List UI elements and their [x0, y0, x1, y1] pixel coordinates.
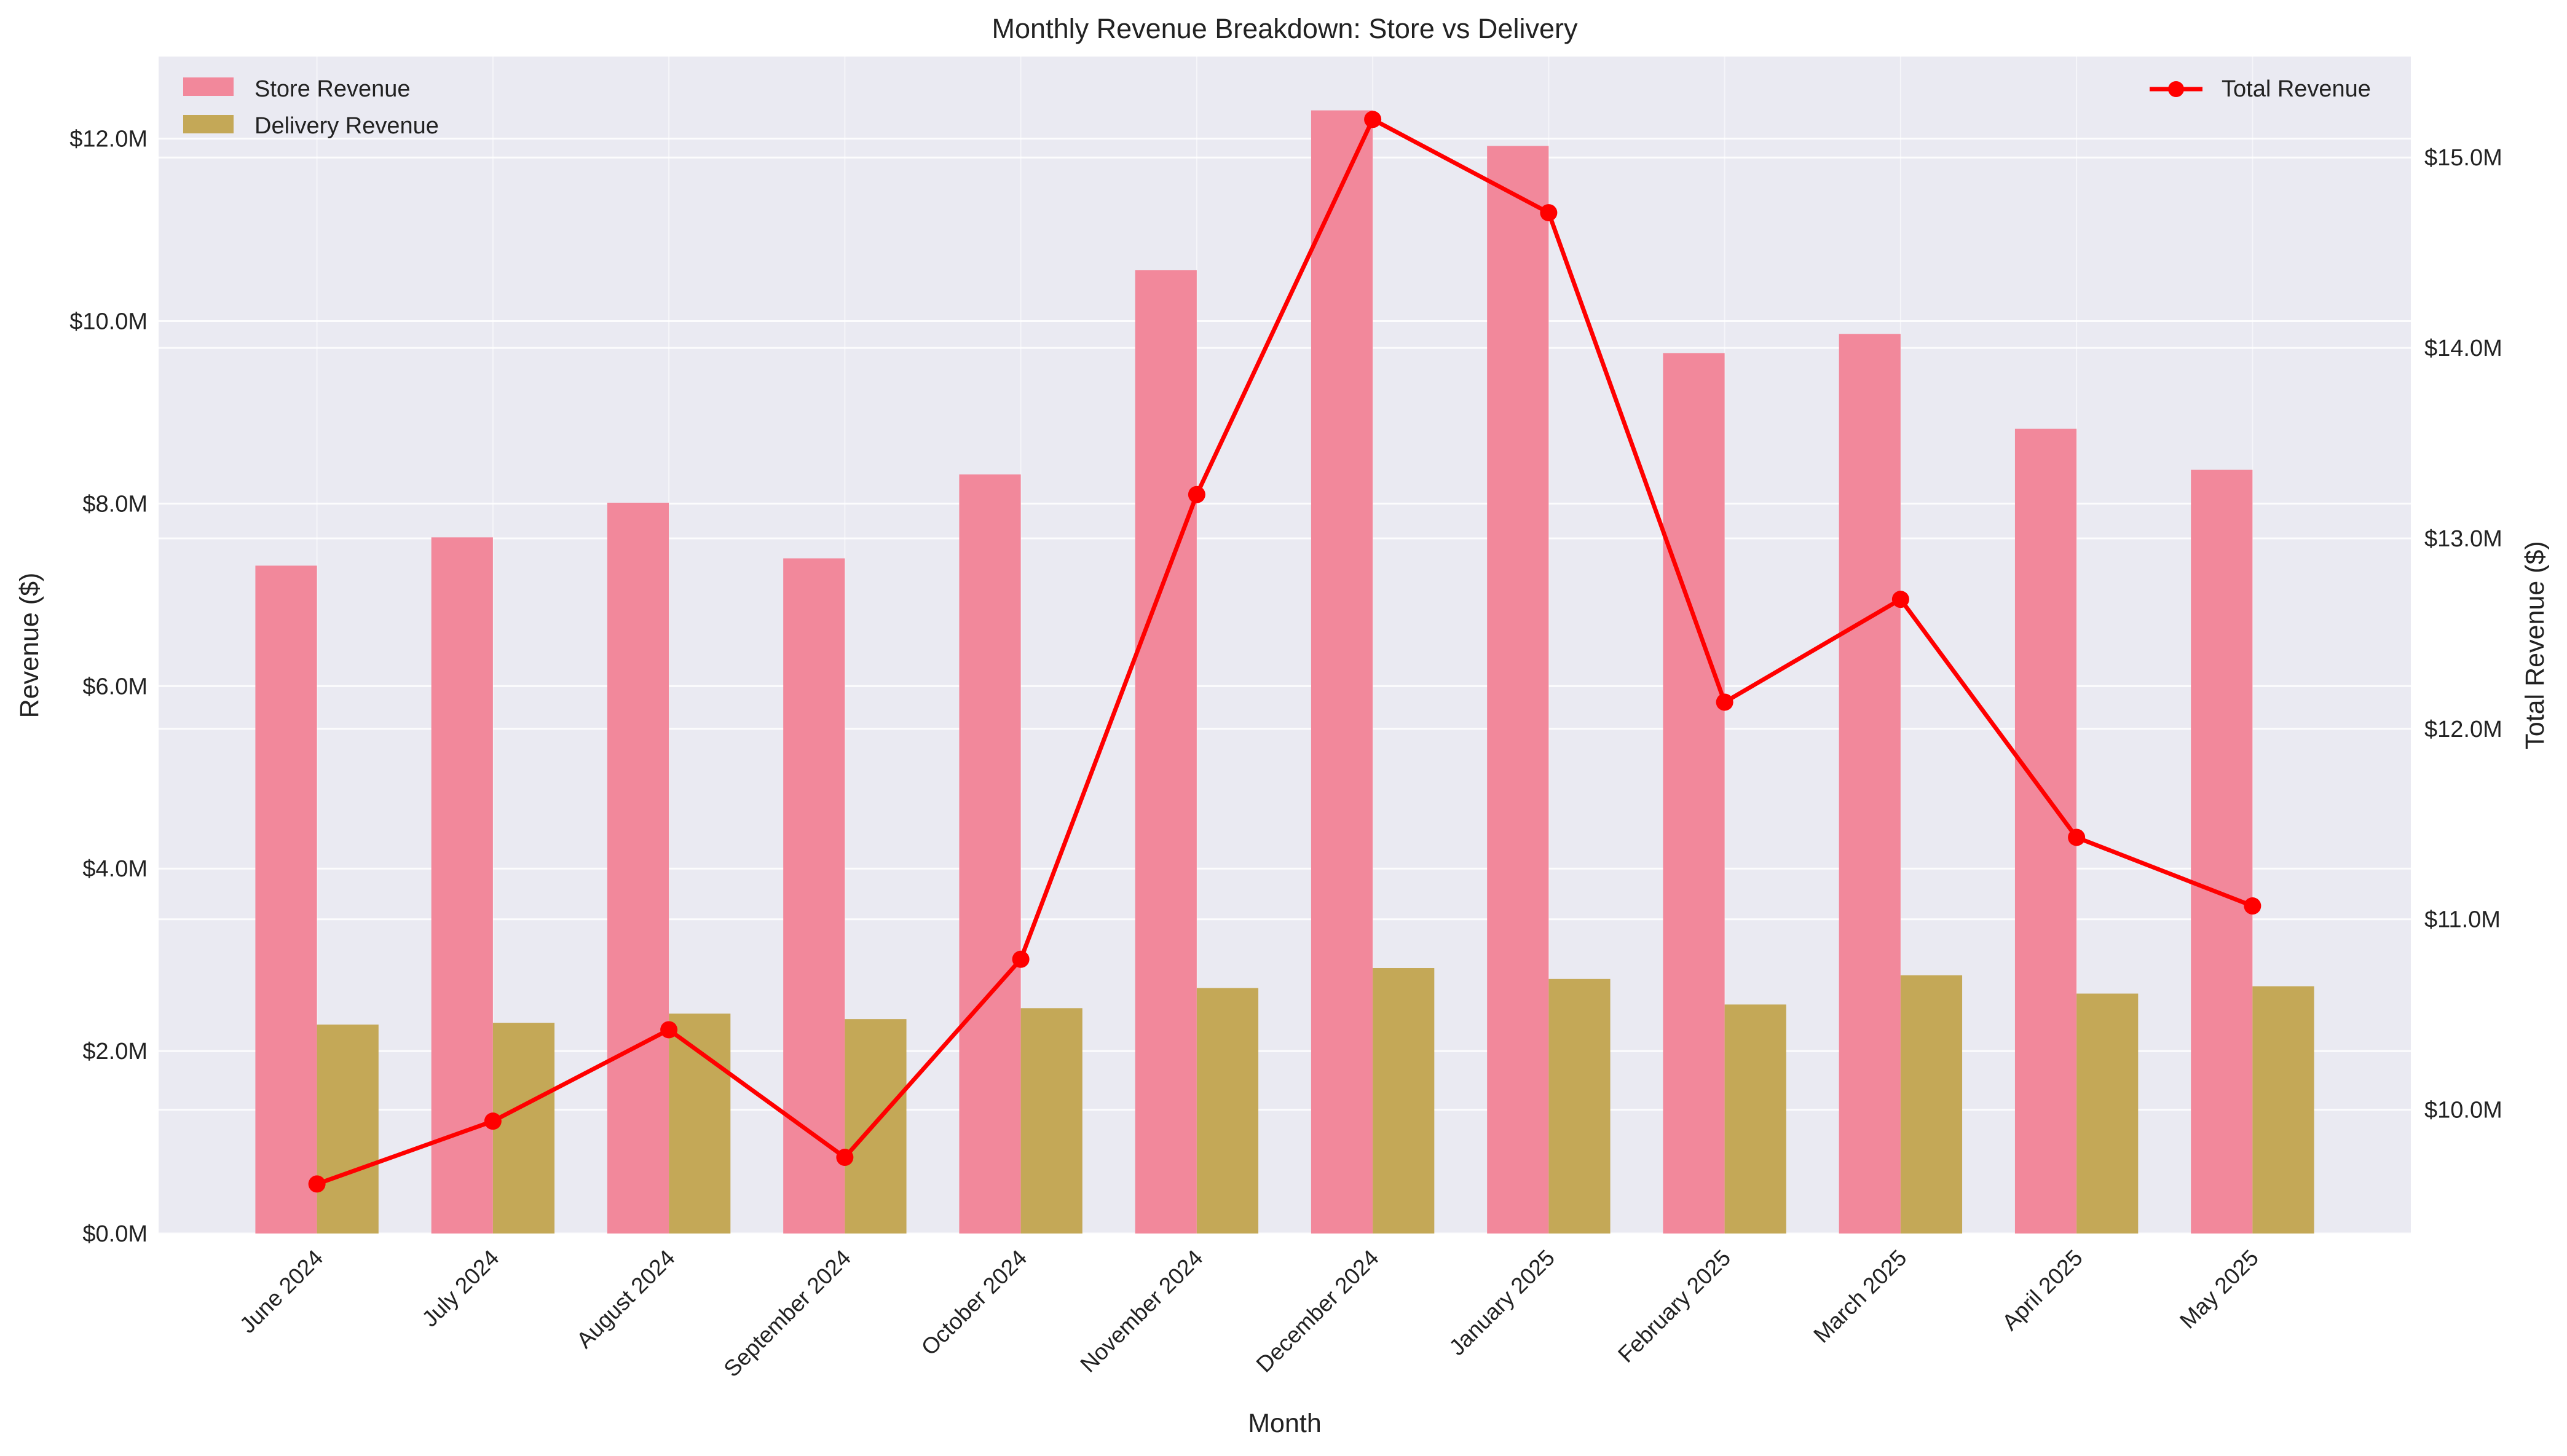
bars — [255, 110, 2314, 1234]
bar-delivery-revenue — [1724, 1004, 1786, 1234]
total-revenue-point — [484, 1112, 502, 1130]
chart-title: Monthly Revenue Breakdown: Store vs Deli… — [992, 13, 1578, 44]
bar-store-revenue — [2014, 428, 2077, 1234]
y-axis-label: Revenue ($) — [15, 573, 44, 718]
total-revenue-polyline — [316, 117, 2254, 1186]
total-revenue-point — [308, 1175, 326, 1193]
legend-label-total: Total Revenue — [2222, 76, 2371, 102]
bar-delivery-revenue — [1020, 1008, 1082, 1234]
total-revenue-point — [1716, 693, 1733, 711]
y-tick-label: $8.0M — [82, 491, 148, 517]
bar-delivery-revenue — [1196, 988, 1259, 1234]
total-revenue-point — [1364, 111, 1382, 128]
y-tick-label: $6.0M — [82, 674, 148, 699]
total-revenue-point — [836, 1149, 854, 1167]
bar-delivery-revenue — [2076, 993, 2139, 1234]
y2-axis-label: Total Revenue ($) — [2520, 541, 2550, 749]
bar-store-revenue — [2191, 470, 2253, 1234]
y2-tick-label: $10.0M — [2424, 1098, 2502, 1123]
legend-marker-total — [2168, 81, 2184, 97]
legend-swatch-store — [183, 77, 234, 96]
bar-store-revenue — [1663, 353, 1725, 1234]
bar-delivery-revenue — [1373, 968, 1435, 1234]
bar-delivery-revenue — [1900, 975, 1963, 1234]
bar-store-revenue — [1311, 110, 1373, 1234]
bar-store-revenue — [607, 502, 669, 1234]
legend-left: Store Revenue Delivery Revenue — [183, 76, 439, 139]
legend-right: Total Revenue — [2150, 76, 2371, 102]
total-revenue-point — [2244, 897, 2261, 915]
x-axis-label: Month — [1248, 1409, 1322, 1438]
bar-delivery-revenue — [317, 1025, 379, 1234]
bar-delivery-revenue — [2252, 986, 2314, 1234]
y-tick-label: $2.0M — [82, 1039, 148, 1064]
bar-delivery-revenue — [1548, 978, 1611, 1234]
y-tick-label: $0.0M — [82, 1221, 148, 1247]
total-revenue-point — [2068, 828, 2086, 846]
total-revenue-point — [1540, 204, 1558, 222]
y2-tick-label: $12.0M — [2424, 717, 2502, 742]
y-tick-label: $10.0M — [69, 309, 148, 335]
bar-store-revenue — [255, 565, 317, 1234]
total-revenue-point — [1891, 591, 1909, 608]
total-revenue-line — [308, 111, 2261, 1193]
bar-delivery-revenue — [669, 1013, 731, 1234]
bar-delivery-revenue — [845, 1019, 907, 1234]
legend-swatch-delivery — [183, 115, 234, 133]
y2-tick-label: $14.0M — [2424, 336, 2502, 361]
bar-store-revenue — [431, 537, 493, 1234]
bar-store-revenue — [1839, 334, 1901, 1234]
y-tick-label: $4.0M — [82, 856, 148, 882]
bar-delivery-revenue — [492, 1023, 555, 1234]
total-revenue-point — [1012, 950, 1030, 968]
bar-store-revenue — [783, 558, 845, 1234]
total-revenue-point — [660, 1021, 678, 1039]
legend-label-store: Store Revenue — [254, 76, 411, 102]
bar-store-revenue — [1135, 270, 1197, 1234]
y2-tick-label: $13.0M — [2424, 526, 2502, 552]
y2-tick-label: $11.0M — [2424, 907, 2501, 933]
bar-store-revenue — [1487, 146, 1549, 1234]
y2-tick-label: $15.0M — [2424, 145, 2502, 171]
y-tick-label: $12.0M — [69, 127, 148, 152]
bar-store-revenue — [959, 474, 1021, 1234]
legend-label-delivery: Delivery Revenue — [254, 113, 439, 139]
total-revenue-point — [1188, 486, 1205, 503]
